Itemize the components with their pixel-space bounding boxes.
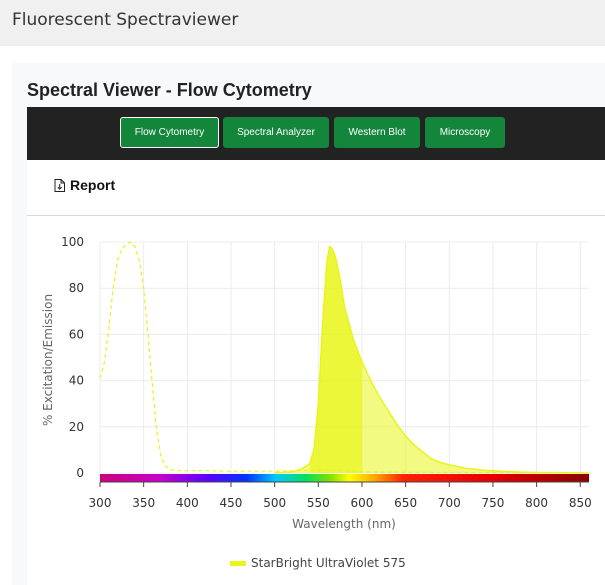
tab-microscopy[interactable]: Microscopy	[425, 117, 505, 148]
application-nav-bar: Flow Cytometry Spectral Analyzer Western…	[27, 107, 605, 160]
spectral-viewer-panel: Spectral Viewer - Flow Cytometry Flow Cy…	[12, 63, 605, 585]
app-header: Fluorescent Spectraviewer	[0, 0, 605, 46]
tab-spectral-analyzer[interactable]: Spectral Analyzer	[223, 117, 329, 148]
divider	[27, 215, 605, 216]
chart-content: Report	[27, 160, 605, 585]
tab-western-blot[interactable]: Western Blot	[334, 117, 420, 148]
report-label: Report	[70, 177, 116, 193]
report-button[interactable]: Report	[54, 174, 115, 196]
document-download-icon	[54, 178, 65, 192]
panel-title: Spectral Viewer - Flow Cytometry	[27, 80, 312, 100]
app-title: Fluorescent Spectraviewer	[12, 10, 239, 30]
tab-flow-cytometry[interactable]: Flow Cytometry	[120, 117, 219, 148]
